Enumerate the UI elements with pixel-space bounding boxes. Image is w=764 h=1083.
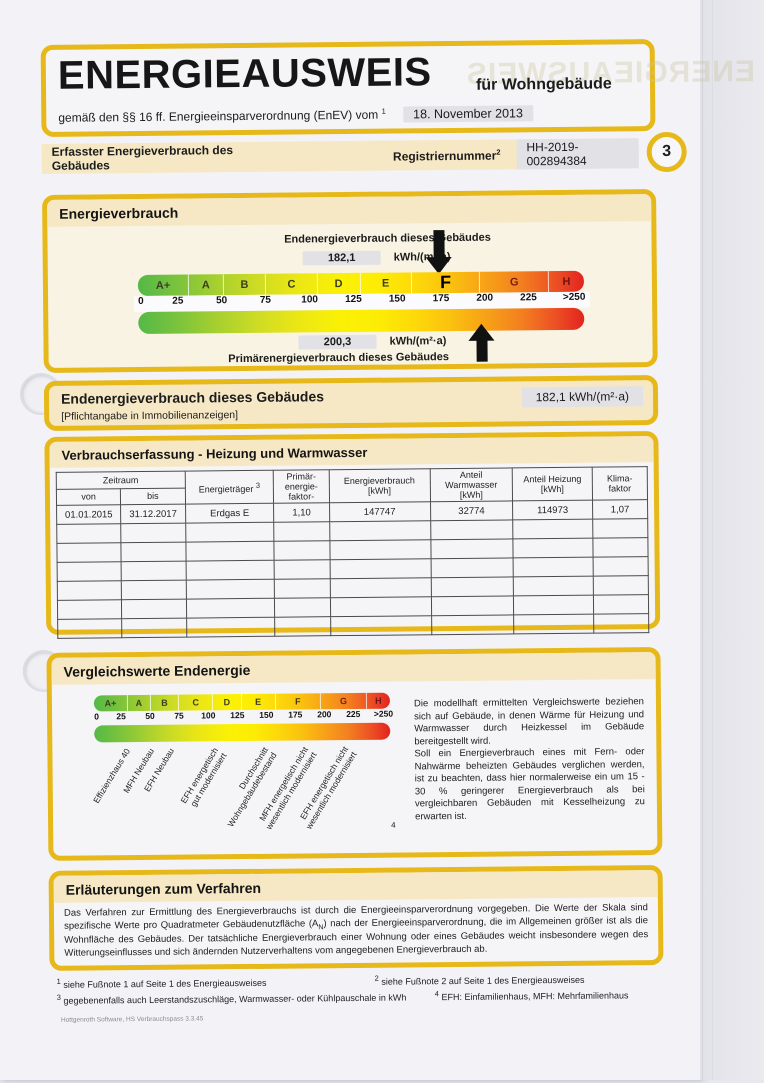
col-header-von: von [56,488,121,506]
cmp-class-a: A [127,694,151,712]
class-c: C [266,273,318,295]
end-energy-summary-value: 182,1 kWh/(m²·a) [521,386,644,408]
cmp-class-h: H [375,695,382,706]
class-a: A [189,274,224,296]
class-a-plus: A+ [137,274,190,297]
cmp-class-e: E [241,693,276,711]
next-page-edge [700,0,764,1080]
col-header-energietraeger: Energieträger 3 [184,470,274,505]
page-edge-line [702,0,703,1080]
law-date-value: 18. November 2013 [403,105,533,123]
col-header-pef: Primär- energie- faktor- [273,469,330,504]
primary-energy-label: Primärenergieverbrauch dieses Gebäudes [228,351,450,366]
page-subtitle: für Wohngebäude [475,75,612,94]
class-e: E [360,272,412,294]
reg-footnote-mark: 2 [496,147,501,157]
consumption-table-section: Verbrauchserfassung - Heizung und Warmwa… [44,431,661,639]
footnote-1: 1 siehe Fußnote 1 auf Seite 1 des Energi… [56,976,267,990]
col-header-klimafaktor: Klima- faktor [592,466,648,501]
footnote-2: 2 siehe Fußnote 2 auf Seite 1 des Energi… [374,973,585,987]
comparison-gradient-band [94,722,391,743]
comparison-paragraph: Die modellhaft ermittelten Vergleichswer… [413,696,645,823]
section-title-energieverbrauch: Energieverbrauch [47,194,652,227]
end-energy-value: 182,1 [302,250,381,266]
registration-number-value: HH-2019-002894384 [516,138,639,170]
cmp-class-g: G [321,692,367,710]
end-energy-summary-note: [Pflichtangabe in Immobilienanzeigen] [61,409,239,423]
class-b: B [223,273,267,296]
col-header-zeitraum: Zeitraum [56,471,185,489]
explanation-text: Das Verfahren zur Ermittlung des Energie… [63,902,649,959]
software-version-line: Hottgenroth Software, HS Verbrauchspass … [60,1015,204,1024]
primary-energy-band [138,307,585,335]
footnote-4: 4 EFH: Einfamilienhaus, MFH: Mehrfamilie… [434,989,629,1003]
page-title: ENERGIEAUSWEIS [57,50,432,98]
meta-bar: Erfasster Energieverbrauch des Gebäudes … [41,138,639,174]
cmp-class-c: C [179,694,214,711]
end-energy-summary-box: Endenergieverbrauch dieses Gebäudes [Pfl… [43,375,659,431]
page-number-badge: 3 [646,131,687,173]
law-reference: gemäß den §§ 16 ff. Energieeinsparverord… [58,107,379,125]
class-f-current: F [411,271,481,294]
col-header-anteil-heizung: Anteil Heizung [kWh] [512,467,593,501]
comparison-section: Vergleichswerte Endenergie A+ A B C D E … [46,647,663,861]
header-box: ENERGIEAUSWEIS ENERGIEAUSWEIS für Wohnge… [40,39,755,137]
registration-number-label: Registriernummer2 [392,147,501,164]
end-energy-summary-title: Endenergieverbrauch dieses Gebäudes [60,388,325,407]
cmp-class-f: F [275,693,322,710]
section-title-verbrauchserfassung: Verbrauchserfassung - Heizung und Warmwa… [49,436,654,468]
cmp-class-b: B [150,694,180,711]
footnote-3: 3 gegebenenfalls auch Leerstandszuschläg… [56,992,407,1006]
section-title-erlaeuterungen: Erläuterungen zum Verfahren [53,870,658,903]
col-header-energieverbrauch: Energieverbrauch [kWh] [328,468,431,503]
energy-consumption-section: Energieverbrauch Endenergieverbrauch die… [42,189,658,373]
footnotes: 1 siehe Fußnote 1 auf Seite 1 des Energi… [57,971,657,1006]
page-edge-line-2 [712,0,713,1080]
law-footnote-mark: 1 [381,106,386,116]
comparison-footnote-mark: 4 [391,820,396,830]
end-energy-label: Endenergieverbrauch dieses Gebäudes [284,231,491,246]
explanation-section: Erläuterungen zum Verfahren Das Verfahre… [48,865,664,971]
class-h: H [562,275,571,288]
col-header-anteil-warmwasser: Anteil Warmwasser [kWh] [429,467,513,502]
section-title-vergleichswerte: Vergleichswerte Endenergie [51,652,656,685]
primary-energy-value: 200,3 [298,334,377,350]
cmp-class-d: D [213,694,242,711]
primary-energy-unit: kWh/(m²·a) [389,335,447,348]
meta-bar-label: Erfasster Energieverbrauch des Gebäudes [51,143,234,173]
class-g: G [480,271,550,293]
class-d: D [317,272,361,295]
cmp-class-a-plus: A+ [93,695,129,712]
col-header-bis: bis [120,487,186,505]
consumption-table: Zeitraum Energieträger 3 Primär- energie… [56,466,650,639]
